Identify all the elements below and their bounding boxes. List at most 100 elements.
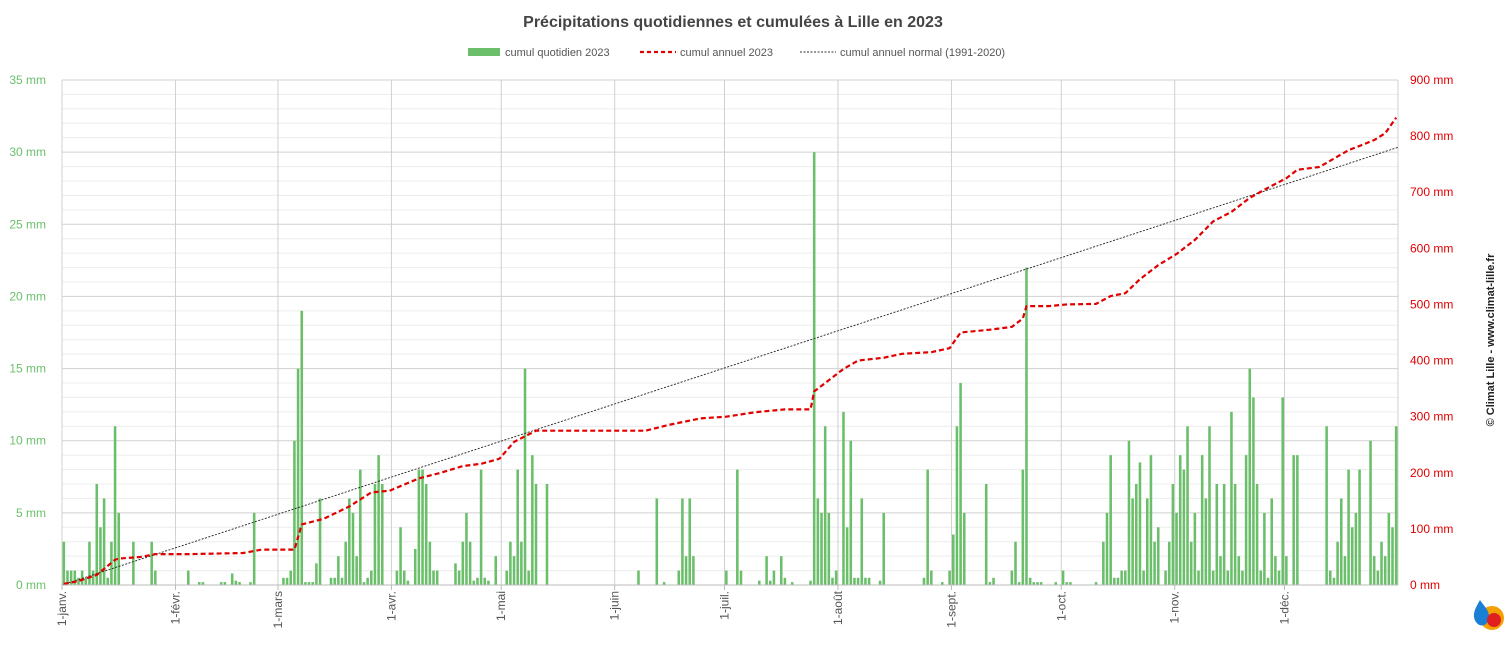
bar-day-66 [300,310,304,585]
bar-day-69 [311,582,315,585]
bar-day-112 [468,541,472,585]
x-tick-label: 1-janv. [55,591,69,626]
bar-day-26 [154,570,157,585]
bar-day-292 [1127,440,1131,585]
bar-day-124 [512,556,516,585]
bar-day-12 [102,498,106,585]
y-left-tick-label: 5 mm [16,506,46,520]
y-left-tick-label: 15 mm [9,362,46,376]
bar-day-346 [1325,426,1328,585]
bar-day-8 [88,541,91,585]
bar-day-110 [461,541,465,585]
bar-day-165 [662,582,666,585]
bar-day-338 [1296,455,1299,585]
bar-day-186 [739,570,743,585]
x-tick-label: 1-mars [271,591,285,628]
site-logo [1473,600,1504,630]
bar-day-355 [1358,469,1361,585]
bar-day-317 [1219,556,1222,585]
bar-day-2 [66,570,69,585]
x-tick-label: 1-juil. [718,591,732,620]
bar-day-126 [520,541,523,585]
bar-day-65 [296,368,300,585]
bar-day-194 [768,580,772,585]
bar-day-363 [1387,512,1391,585]
bar-day-238 [930,570,933,585]
legend: cumul quotidien 2023 cumul annuel 2023 c… [468,47,1005,59]
bar-day-127 [523,368,527,585]
bar-day-332 [1274,556,1277,585]
bar-day-208 [820,512,823,585]
bar-day-350 [1339,498,1343,585]
bar-day-263 [1021,469,1025,585]
y-left-tick-label: 30 mm [9,145,46,159]
bar-day-291 [1124,570,1127,585]
bar-day-100 [424,484,428,585]
bar-day-49 [238,582,241,585]
bar-day-236 [922,577,926,585]
legend-label-cumul-2023: cumul annuel 2023 [680,47,773,59]
x-tick-label: 1-avr. [384,591,398,621]
bar-day-70 [315,563,318,585]
bar-day-304 [1171,484,1175,585]
bar-day-214 [842,411,845,585]
bar-day-102 [432,570,435,585]
bar-day-295 [1138,462,1142,585]
bar-day-210 [827,512,831,585]
bar-day-253 [984,484,988,585]
y-left-tick-label: 0 mm [16,578,46,592]
bar-day-129 [531,455,534,585]
bar-day-361 [1380,541,1383,585]
bar-day-101 [428,541,432,585]
bar-day-316 [1215,484,1219,585]
bar-day-217 [853,577,856,585]
bar-day-185 [736,469,739,585]
bar-day-314 [1208,426,1211,585]
bar-day-296 [1142,570,1145,585]
bar-day-74 [329,577,333,585]
bar-day-364 [1391,527,1394,585]
bar-day-173 [692,556,695,585]
bar-day-80 [351,512,355,585]
bar-day-197 [779,556,783,585]
bar-day-285 [1102,541,1105,585]
bar-day-237 [926,469,929,585]
bar-day-312 [1200,455,1204,585]
series-lines [61,116,1399,586]
bar-day-330 [1266,577,1270,585]
bar-day-15 [113,426,117,585]
bar-day-20 [132,541,135,585]
bar-day-44 [219,582,223,585]
credit-watermark: © Climat Lille - www.climat-lille.fr [1485,253,1497,426]
bar-day-11 [99,527,102,585]
bar-day-293 [1131,498,1134,585]
line-cumul-2023 [63,116,1398,585]
bar-day-360 [1376,570,1380,585]
bar-day-306 [1178,455,1182,585]
bar-day-108 [454,563,457,585]
bar-day-286 [1105,512,1109,585]
bar-day-246 [959,383,962,585]
bar-day-335 [1285,556,1288,585]
line-normal [61,146,1399,586]
bar-day-198 [783,577,787,585]
bar-day-218 [856,577,860,585]
bar-day-325 [1248,368,1252,585]
bar-day-111 [465,512,468,585]
x-tick-label: 1-août [831,590,845,625]
bar-day-220 [864,577,867,585]
bar-day-116 [483,577,487,585]
bar-day-334 [1281,397,1284,585]
y-right-tick-label: 700 mm [1410,185,1453,199]
bar-day-349 [1336,541,1339,585]
bar-day-337 [1292,455,1295,585]
bar-day-348 [1332,577,1336,585]
bar-day-276 [1069,582,1072,585]
bar-day-114 [476,577,479,585]
bar-day-103 [435,570,439,585]
bar-day-255 [992,577,995,585]
daily-bars [62,152,1398,585]
bar-day-299 [1153,541,1156,585]
bar-day-62 [285,577,289,585]
